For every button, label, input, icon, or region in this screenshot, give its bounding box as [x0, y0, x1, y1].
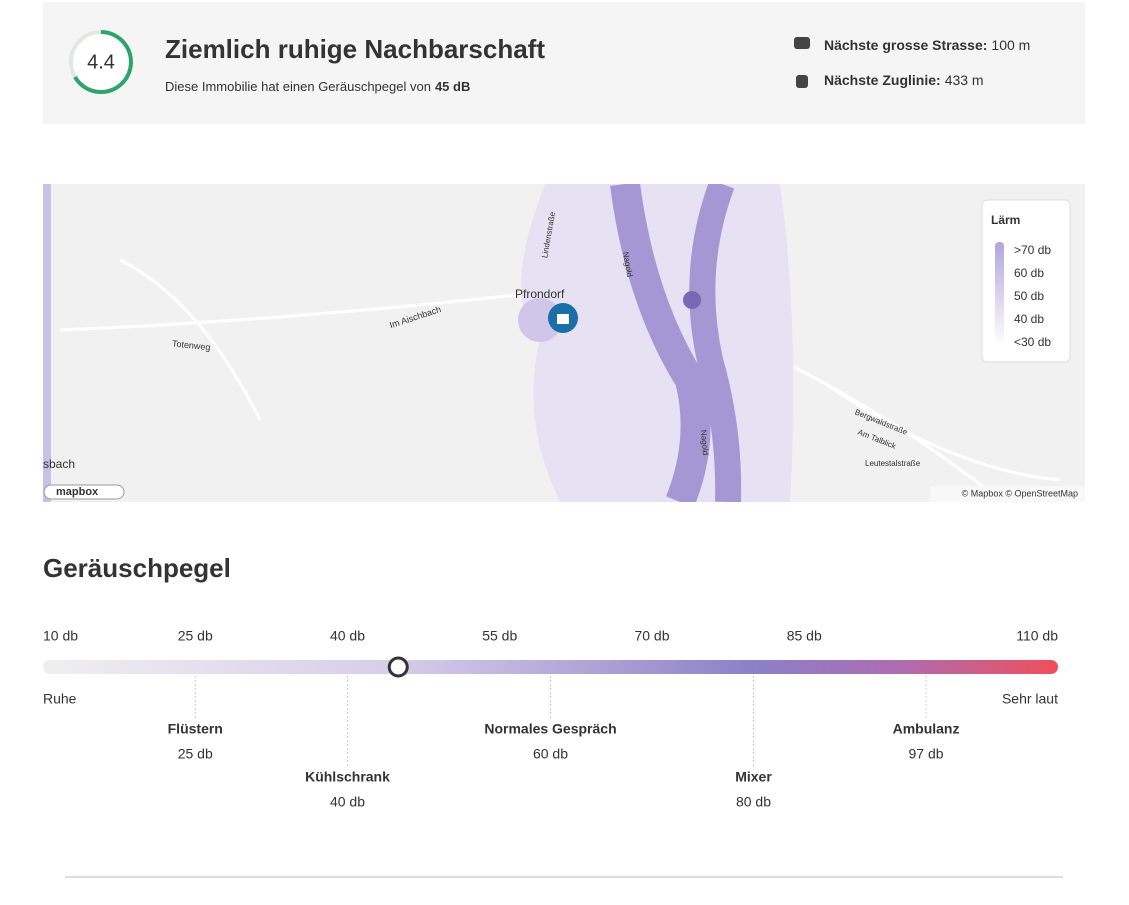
- place-label: Totenweg: [172, 338, 211, 352]
- subtitle-text: Diese Immobilie hat einen Geräuschpegel …: [165, 79, 431, 94]
- legend-levels: >70 db 60 db 50 db 40 db <30 db: [1014, 243, 1051, 349]
- scale-max-label: Sehr laut: [1002, 691, 1058, 707]
- reference-value: 80 db: [736, 794, 771, 810]
- legend-level: <30 db: [1014, 335, 1051, 349]
- nearest-label: Nächste grosse Strasse:: [824, 37, 987, 53]
- title: Ziemlich ruhige Nachbarschaft: [165, 34, 545, 64]
- reference-value: 25 db: [178, 746, 213, 762]
- road-noise: [610, 184, 711, 502]
- scale-min-label: Ruhe: [43, 691, 77, 707]
- tick-label: 25 db: [178, 628, 213, 644]
- legend-level: 40 db: [1014, 312, 1044, 326]
- place-label: Leutestalstraße: [865, 459, 921, 468]
- tick-label: 85 db: [787, 628, 822, 644]
- legend-title: Lärm: [991, 213, 1020, 227]
- tick-label: 110 db: [1016, 628, 1058, 644]
- reference-value: 40 db: [330, 794, 365, 810]
- scale: 10 db 25 db 40 db 55 db 70 db 85 db 110 db Flüs…: [43, 628, 1058, 810]
- header-panel: [43, 2, 1085, 124]
- tick-label: 10 db: [43, 628, 78, 644]
- map: Pfrondorf Im Aischbach Totenweg Lindenst…: [43, 184, 1085, 502]
- train-marker: [683, 291, 701, 309]
- roads: [59, 258, 1061, 502]
- score: 4.4: [87, 51, 115, 73]
- logo-badge: [43, 484, 125, 500]
- subtitle: Diese Immobilie hat einen Geräuschpegel …: [165, 79, 470, 94]
- train-icon: [796, 75, 808, 88]
- reference-name: Kühlschrank: [305, 769, 390, 785]
- tick-label: 70 db: [634, 628, 669, 644]
- place-label: Nagold: [699, 430, 710, 456]
- reference-name: Normales Gespräch: [484, 721, 616, 737]
- rail-noise: [689, 184, 742, 502]
- attribution-bg: [930, 486, 1085, 502]
- legend-level: 60 db: [1014, 266, 1044, 280]
- place-label: Pfrondorf: [515, 287, 565, 301]
- scale-bar: [43, 660, 1058, 674]
- tick-label: 55 db: [482, 628, 517, 644]
- reference-value: 60 db: [533, 746, 568, 762]
- reference-name: Ambulanz: [893, 721, 960, 737]
- level-marker: [387, 656, 409, 678]
- reference-value: 97 db: [909, 746, 944, 762]
- tick-label: 40 db: [330, 628, 365, 644]
- score-ring: [73, 30, 133, 94]
- car-icon: [794, 37, 810, 49]
- home-icon: [557, 314, 569, 324]
- reference-name: Mixer: [735, 769, 772, 785]
- legend-scale: [995, 242, 1004, 346]
- section-title: Geräuschpegel: [43, 553, 231, 583]
- noise-strip: [43, 184, 51, 502]
- nearest-road: Nächste grosse Strasse: 100 m: [824, 37, 1030, 53]
- nearest-value: 433 m: [945, 72, 984, 88]
- noise-level: 45 dB: [435, 79, 470, 94]
- reference-name: Flüstern: [168, 721, 223, 737]
- legend-level: 50 db: [1014, 289, 1044, 303]
- nearest-label: Nächste Zuglinie:: [824, 72, 941, 88]
- legend-level: >70 db: [1014, 243, 1051, 257]
- nearest-value: 100 m: [991, 37, 1030, 53]
- place-label: sbach: [43, 457, 75, 471]
- place-label: Nagold: [621, 251, 634, 278]
- attribution[interactable]: © Mapbox © OpenStreetMap: [962, 488, 1078, 498]
- map-logo: mapbox: [56, 486, 99, 498]
- nearest-train: Nächste Zuglinie: 433 m: [824, 72, 984, 88]
